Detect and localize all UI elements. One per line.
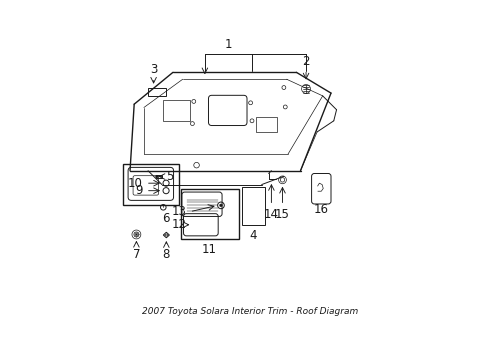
Text: 14: 14 bbox=[264, 208, 278, 221]
Bar bbox=[155, 175, 162, 178]
Text: 13: 13 bbox=[171, 205, 186, 218]
Text: 3: 3 bbox=[150, 63, 157, 76]
Circle shape bbox=[219, 204, 222, 207]
Text: 2: 2 bbox=[302, 55, 309, 68]
Bar bbox=[256, 117, 276, 132]
Text: 8: 8 bbox=[163, 248, 170, 261]
Text: 1: 1 bbox=[224, 38, 232, 51]
Text: 5: 5 bbox=[166, 170, 174, 183]
Text: 4: 4 bbox=[249, 229, 257, 243]
Text: 11: 11 bbox=[202, 243, 217, 256]
Bar bbox=[148, 88, 166, 96]
Text: 7: 7 bbox=[132, 248, 140, 261]
Text: 2007 Toyota Solara Interior Trim - Roof Diagram: 2007 Toyota Solara Interior Trim - Roof … bbox=[142, 307, 358, 316]
Bar bbox=[241, 186, 265, 225]
Bar bbox=[163, 100, 189, 121]
Circle shape bbox=[155, 175, 158, 178]
Text: 12: 12 bbox=[171, 218, 186, 231]
Text: 16: 16 bbox=[313, 203, 328, 216]
Text: 6: 6 bbox=[162, 212, 169, 225]
Text: 10: 10 bbox=[127, 177, 142, 190]
Text: 9: 9 bbox=[135, 184, 142, 197]
Text: 15: 15 bbox=[274, 208, 289, 221]
Bar bbox=[122, 163, 179, 204]
Bar bbox=[181, 189, 239, 239]
